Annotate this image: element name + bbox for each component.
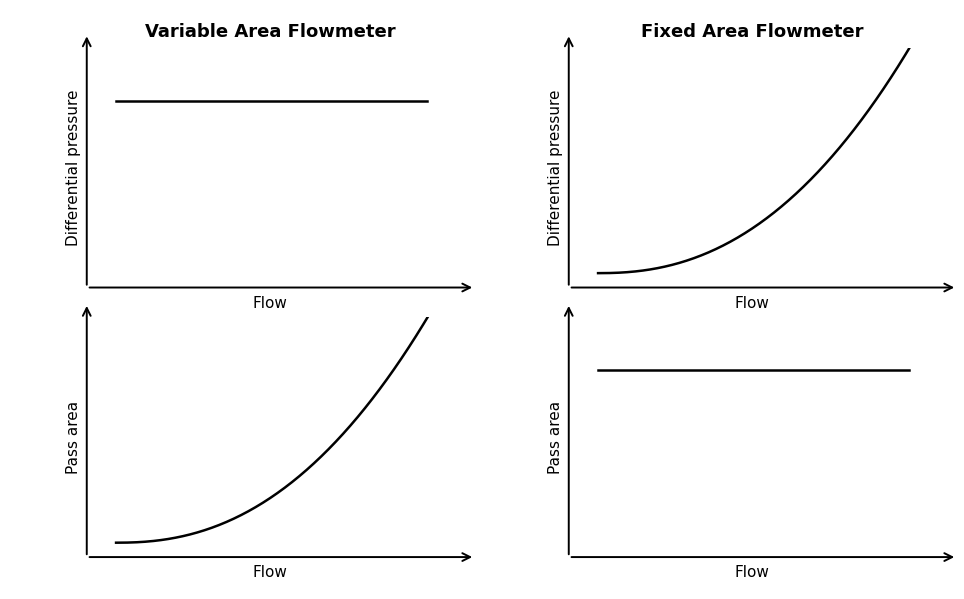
X-axis label: Flow: Flow [735, 296, 769, 311]
X-axis label: Flow: Flow [253, 565, 287, 580]
Y-axis label: Differential pressure: Differential pressure [67, 89, 81, 246]
Title: Variable Area Flowmeter: Variable Area Flowmeter [145, 23, 395, 41]
Title: Fixed Area Flowmeter: Fixed Area Flowmeter [641, 23, 863, 41]
Y-axis label: Differential pressure: Differential pressure [549, 89, 563, 246]
Y-axis label: Pass area: Pass area [549, 401, 563, 474]
X-axis label: Flow: Flow [253, 296, 287, 311]
X-axis label: Flow: Flow [735, 565, 769, 580]
Y-axis label: Pass area: Pass area [67, 401, 81, 474]
